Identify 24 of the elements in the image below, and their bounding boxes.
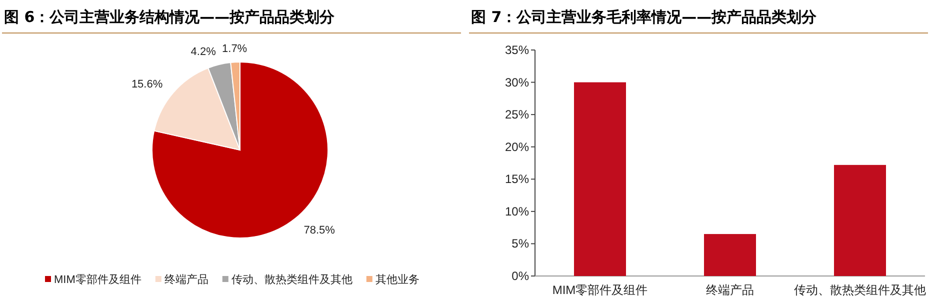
y-tick-label: 30% <box>504 75 530 90</box>
y-tick-label: 20% <box>504 140 530 154</box>
data-label: 4.2% <box>190 46 216 58</box>
y-tick-label: 10% <box>504 204 530 218</box>
y-tick-label: 25% <box>504 108 530 122</box>
legend-label: 传动、散热类组件及其他 <box>231 273 352 286</box>
y-tick-label: 5% <box>512 236 530 251</box>
data-label: 78.5% <box>304 224 336 237</box>
legend-label: 其他业务 <box>375 273 420 286</box>
bar <box>834 164 886 276</box>
chart-title: 图 6：公司主营业务结构情况——按产品品类划分 <box>4 8 336 26</box>
data-label: 1.7% <box>222 43 248 56</box>
bar <box>704 234 756 276</box>
legend-label: 终端产品 <box>164 273 208 286</box>
x-tick-label: 终端产品 <box>706 283 754 297</box>
y-tick-label: 15% <box>504 172 530 186</box>
legend-label: MIM零部件及组件 <box>54 273 142 286</box>
y-tick-label: 0% <box>512 269 530 283</box>
bar <box>574 82 626 276</box>
data-label: 15.6% <box>131 78 163 91</box>
y-tick-label: 35% <box>504 43 530 57</box>
chart-title: 图 7：公司主营业务毛利率情况——按产品品类划分 <box>471 8 818 26</box>
x-tick-label: 传动、散热类组件及其他 <box>794 283 926 297</box>
x-tick-label: MIM零部件及组件 <box>552 283 648 297</box>
